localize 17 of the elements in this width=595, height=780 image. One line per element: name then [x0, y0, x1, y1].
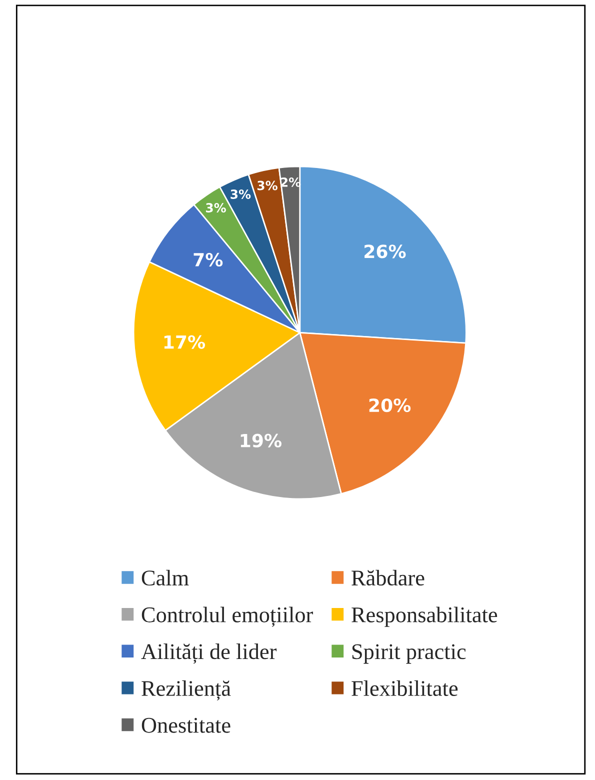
data-label: 7%: [194, 252, 223, 267]
legend-label: Controlul emoțiilor: [142, 606, 313, 627]
data-label: 19%: [240, 434, 282, 448]
legend-label: Flexibilitate: [352, 680, 458, 696]
data-label: 3%: [230, 189, 251, 199]
data-label: 3%: [206, 203, 226, 213]
data-label: 26%: [364, 244, 406, 258]
data-label: 17%: [164, 335, 206, 349]
legend-label: Ailități de lider: [141, 644, 277, 664]
data-label: 20%: [369, 398, 411, 412]
legend-label: Reziliență: [142, 680, 231, 701]
legend-label: Răbdare: [352, 570, 424, 586]
legend-label: Spirit practic: [352, 644, 466, 664]
legend-label: Onestitate: [142, 718, 230, 733]
legend-label: Calm: [142, 570, 189, 586]
legend-label: Responsabilitate: [352, 606, 498, 627]
data-label: 3%: [257, 180, 278, 190]
